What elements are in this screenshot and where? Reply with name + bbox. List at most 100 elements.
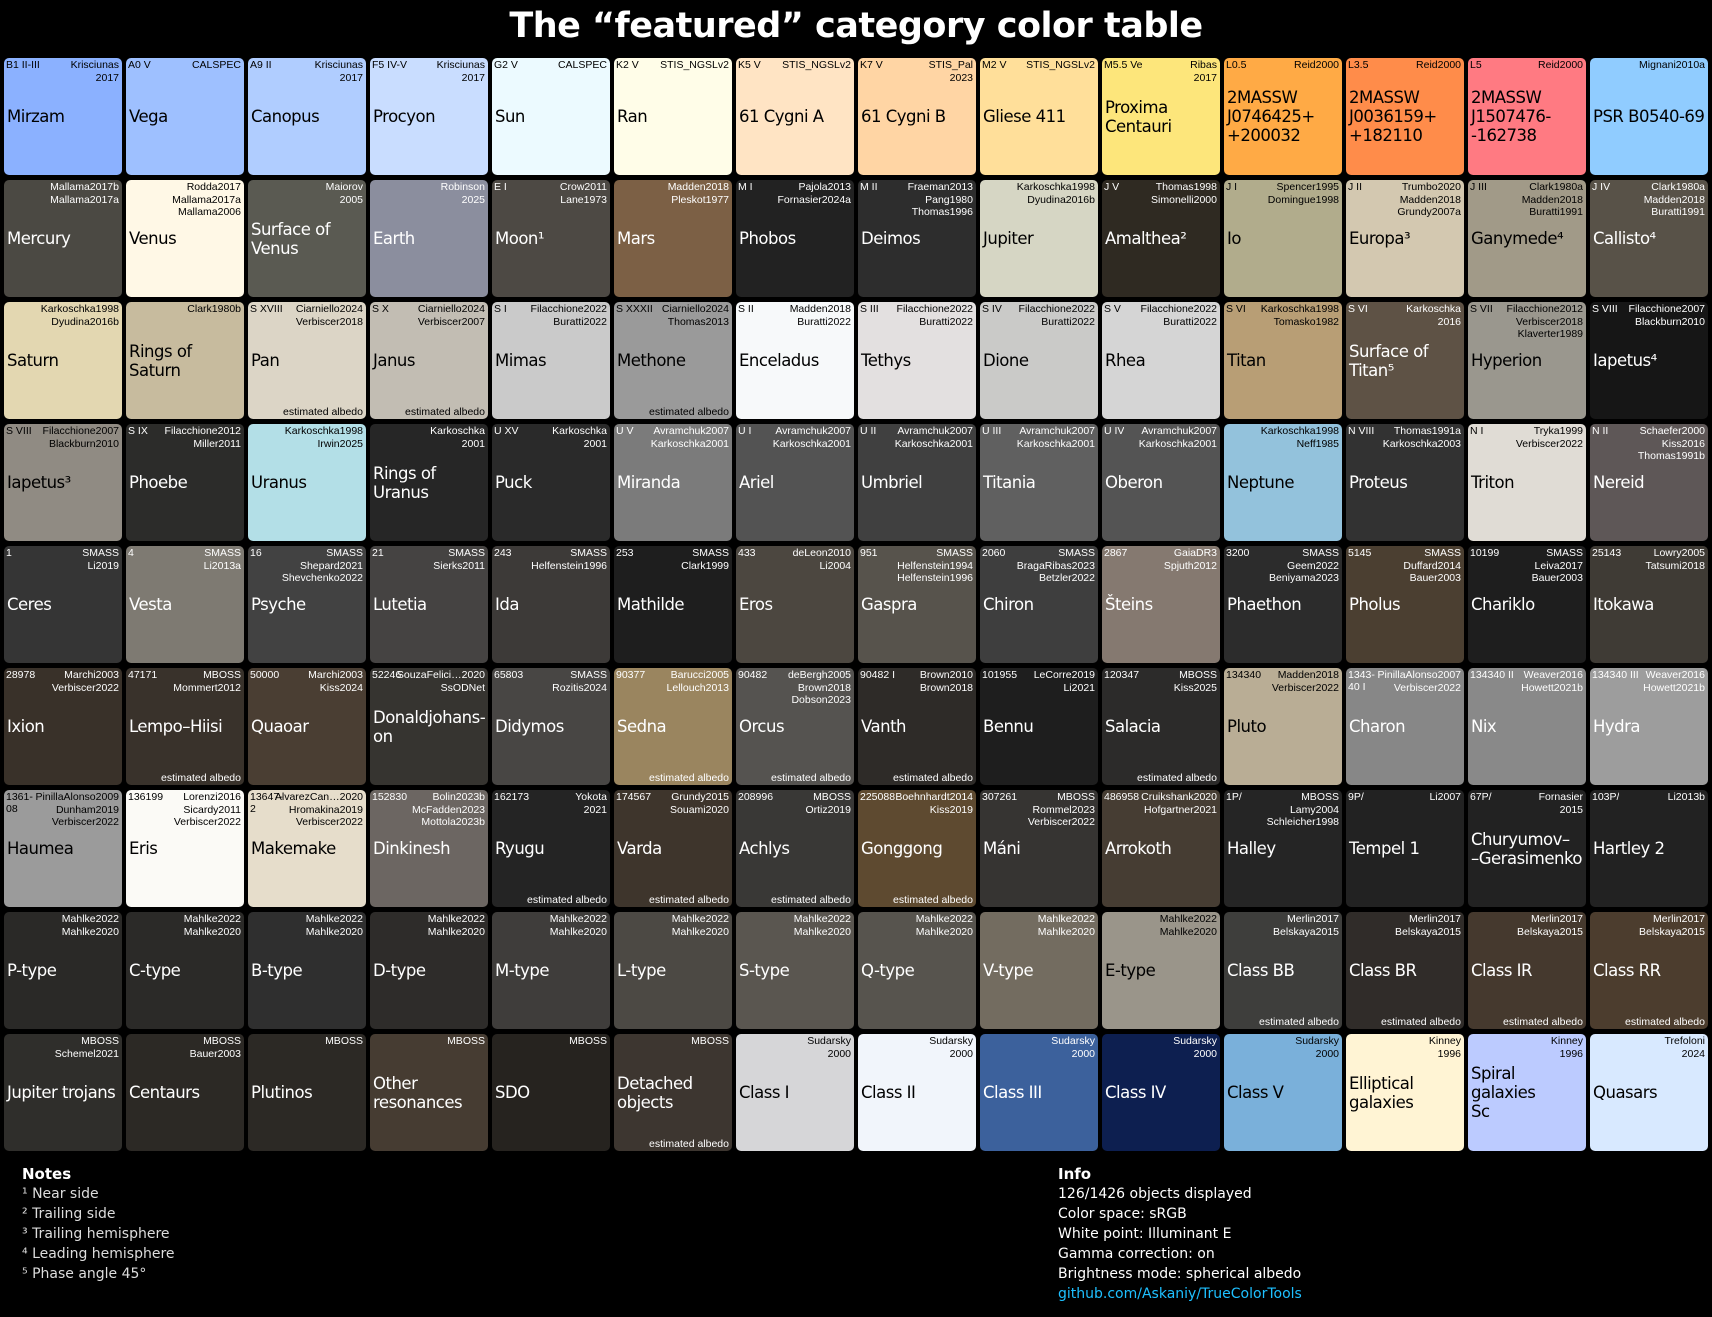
color-tile: Mahlke2022 Mahlke2020 E-type	[1102, 912, 1220, 1029]
reference-label: Krisciunas 2017	[314, 59, 363, 84]
object-name: Enceladus	[739, 351, 819, 370]
reference-label: STIS_NGSLv2	[782, 59, 851, 71]
object-name: Charon	[1349, 717, 1406, 736]
color-tile: 134340 Madden2018 Verbiscer2022 Pluto	[1224, 668, 1342, 785]
reference-label: Reid2000	[1416, 59, 1461, 71]
object-name: Moon¹	[495, 229, 545, 248]
color-tile: Merlin2017 Belskaya2015 Class BB estimated…	[1224, 912, 1342, 1029]
object-name: Orcus	[739, 717, 785, 736]
albedo-note: estimated albedo	[649, 894, 729, 906]
reference-label: Kinney 1996	[1550, 1035, 1583, 1060]
object-name: Ryugu	[495, 839, 545, 858]
object-name: Hartley 2	[1593, 839, 1665, 858]
catalog-designation: S VIII	[1592, 303, 1618, 315]
color-tile: S III Filacchione2022 Buratti2022 Tethys	[858, 302, 976, 419]
color-tile: L5 Reid2000 2MASSW J1507476- -162738	[1468, 58, 1586, 175]
object-name: Tethys	[861, 351, 911, 370]
color-tile: L0.5 Reid2000 2MASSW J0746425+ +200032	[1224, 58, 1342, 175]
reference-label: Mahlke2022 Mahlke2020	[671, 913, 729, 938]
object-name: L-type	[617, 961, 666, 980]
color-tile: Robinson 2025 Earth	[370, 180, 488, 297]
reference-label: Merlin2017 Belskaya2015	[1273, 913, 1339, 938]
object-name: Chiron	[983, 595, 1034, 614]
repo-link[interactable]: github.com/Askaniy/TrueColorTools	[1058, 1286, 1302, 1302]
object-name: Pholus	[1349, 595, 1401, 614]
catalog-designation: 136199	[128, 791, 164, 803]
object-name: Centaurs	[129, 1083, 200, 1102]
color-tile: J V Thomas1998 Simonelli2000 Amalthea²	[1102, 180, 1220, 297]
color-tile: Merlin2017 Belskaya2015 Class IR estimated…	[1468, 912, 1586, 1029]
object-name: Halley	[1227, 839, 1276, 858]
reference-label: Sudarsky 2000	[1295, 1035, 1339, 1060]
color-tile: 90482 I Brown2010 Brown2018 Vanth estimated…	[858, 668, 976, 785]
catalog-designation: 21	[372, 547, 384, 559]
reference-label: Trefoloni 2024	[1664, 1035, 1705, 1060]
reference-label: Mallama2017b Mallama2017a	[50, 181, 119, 206]
color-tile: S IX Filacchione2012 Miller2011 Phoebe	[126, 424, 244, 541]
color-tile: 136199 Lorenzi2016 Sicardy2011 Verbiscer2…	[126, 790, 244, 907]
color-tile: Mallama2017b Mallama2017a Mercury	[4, 180, 122, 297]
color-tile: 65803 SMASS Rozitis2024 Didymos	[492, 668, 610, 785]
reference-label: MBOSS	[447, 1035, 485, 1047]
object-name: Vanth	[861, 717, 907, 736]
note-line: ³ Trailing hemisphere	[22, 1226, 170, 1242]
color-tile: J III Clark1980a Madden2018 Buratti1991 Ga…	[1468, 180, 1586, 297]
catalog-designation: U XV	[494, 425, 519, 437]
color-tile: S I Filacchione2022 Buratti2022 Mimas	[492, 302, 610, 419]
catalog-designation: E I	[494, 181, 507, 193]
page-title: The “featured” category color table	[509, 6, 1203, 46]
object-name: Surface of Venus	[251, 219, 331, 258]
reference-label: LeCorre2019 Li2021	[1033, 669, 1095, 694]
reference-label: Li2007	[1429, 791, 1461, 803]
color-tile: 162173 Yokota 2021 Ryugu estimated albedo	[492, 790, 610, 907]
albedo-note: estimated albedo	[161, 772, 241, 784]
reference-label: Avramchuk2007 Karkoschka2001	[772, 425, 851, 450]
color-tile: 4 SMASS Li2013a Vesta	[126, 546, 244, 663]
object-name: Class BR	[1349, 961, 1417, 980]
reference-label: SMASS Sierks2011	[433, 547, 485, 572]
color-tile: S VIII Filacchione2007 Blackburn2010 Iapet…	[4, 424, 122, 541]
color-tile: S XXXII Ciarniello2024 Thomas2013 Methone e…	[614, 302, 732, 419]
catalog-designation: 307261	[982, 791, 1018, 803]
catalog-designation: 47171	[128, 669, 158, 681]
color-tile: F5 IV-V Krisciunas 2017 Procyon	[370, 58, 488, 175]
color-tile: Mahlke2022 Mahlke2020 L-type	[614, 912, 732, 1029]
reference-label: MBOSS Schemel2021	[54, 1035, 119, 1060]
catalog-designation: K2 V	[616, 59, 639, 71]
color-tile: J IV Clark1980a Madden2018 Buratti1991 Cal…	[1590, 180, 1708, 297]
catalog-designation: 1	[6, 547, 12, 559]
catalog-designation: U V	[616, 425, 634, 437]
color-tile: M II Fraeman2013 Pang1980 Thomas1996 Deimo…	[858, 180, 976, 297]
reference-label: STIS_NGSLv2	[660, 59, 729, 71]
object-name: Detached objects	[617, 1073, 693, 1112]
color-tile: 2060 SMASS BragaRibas2023 Betzler2022 Chir…	[980, 546, 1098, 663]
reference-label: Mahlke2022 Mahlke2020	[549, 913, 607, 938]
catalog-designation: M2 V	[982, 59, 1007, 71]
reference-label: Thomas1991a Karkoschka2003	[1382, 425, 1461, 450]
object-name: S-type	[739, 961, 790, 980]
catalog-designation: 101955	[982, 669, 1018, 681]
catalog-designation: 9P/	[1348, 791, 1364, 803]
catalog-designation: S VI	[1226, 303, 1246, 315]
color-tile: Merlin2017 Belskaya2015 Class BR estimated…	[1346, 912, 1464, 1029]
catalog-designation: J I	[1226, 181, 1238, 193]
object-name: Hyperion	[1471, 351, 1542, 370]
reference-label: Filacchione2022 Buratti2022	[1140, 303, 1217, 328]
object-name: Ida	[495, 595, 519, 614]
catalog-designation: S V	[1104, 303, 1121, 315]
object-name: Plutinos	[251, 1083, 313, 1102]
color-tile: 90482 deBergh2005 Brown2018 Dobson2023 Orc…	[736, 668, 854, 785]
object-name: Phoebe	[129, 473, 188, 492]
albedo-note: estimated albedo	[771, 772, 851, 784]
reference-label: Trumbo2020 Madden2018 Grundy2007a	[1397, 181, 1461, 218]
object-name: Makemake	[251, 839, 336, 858]
reference-label: Karkoschka1998 Dyudina2016b	[40, 303, 119, 328]
reference-label: Clark1980a Madden2018 Buratti1991	[1521, 181, 1583, 218]
object-name: Iapetus³	[7, 473, 71, 492]
reference-label: SMASS Clark1999	[681, 547, 729, 572]
color-tile: 101955 LeCorre2019 Li2021 Bennu	[980, 668, 1098, 785]
object-name: Miranda	[617, 473, 681, 492]
reference-label: Li2013b	[1667, 791, 1705, 803]
reference-label: Weaver2016 Howett2021b	[1521, 669, 1583, 694]
catalog-designation: 90482 I	[860, 669, 896, 681]
